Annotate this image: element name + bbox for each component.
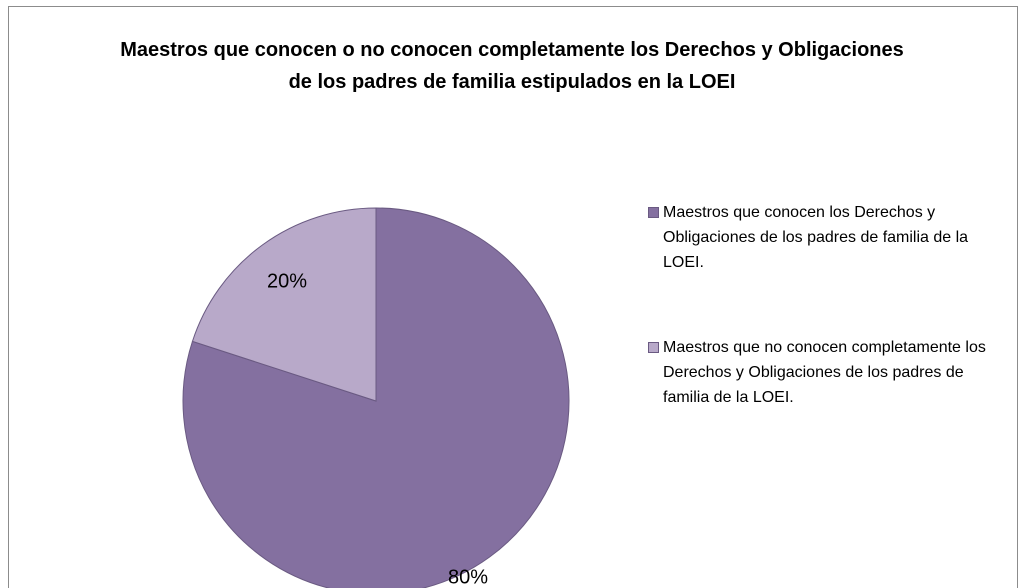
pie-slice <box>191 207 377 402</box>
chart-border <box>8 6 1018 588</box>
legend-label: Maestros que conocen los Derechos y Obli… <box>663 204 969 271</box>
data-label: 20% <box>267 270 307 292</box>
data-label: 80% <box>448 566 488 588</box>
chart-title: Maestros que conocen o no conocen comple… <box>120 39 904 93</box>
legend-label: Maestros que no conocen completamente lo… <box>663 339 986 406</box>
legend-swatch <box>648 342 659 353</box>
legend-swatch <box>648 207 659 218</box>
